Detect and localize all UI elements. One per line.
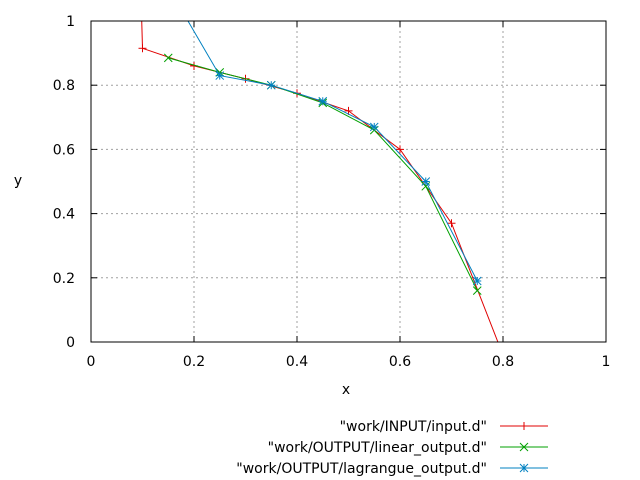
plot-border [90, 20, 607, 343]
series-2-point [472, 286, 482, 295]
x-tick-label: 0.8 [492, 354, 514, 370]
plot-area [138, 21, 499, 342]
legend-swatch-marker [520, 422, 528, 430]
series-3-point [472, 276, 482, 286]
y-tick-label: 0.8 [53, 78, 75, 94]
y-tick-label: 1 [66, 14, 75, 30]
legend-entry-label: "work/OUTPUT/lagrangue_output.d" [236, 461, 487, 477]
series-3-point [215, 71, 225, 80]
series-3-point [421, 177, 431, 186]
x-tick-label: 0.2 [183, 354, 205, 370]
series-2-point [163, 53, 173, 63]
x-tick-label: 0.4 [286, 354, 308, 370]
series-line-2 [168, 57, 478, 291]
legend-entry-label: "work/INPUT/input.d" [340, 419, 487, 435]
series-1-point [396, 145, 404, 154]
legend: "work/INPUT/input.d" "work/OUTPUT/linear_… [236, 419, 548, 477]
tick-labels: 0 0.2 0.4 0.6 0.8 1 0 0.2 0.4 0.6 0.8 1 [53, 14, 611, 370]
x-tick-label: 0.6 [389, 354, 411, 370]
series-3-point [369, 122, 379, 132]
series-1-point [447, 219, 456, 228]
y-tick-label: 0 [66, 335, 75, 351]
y-tick-label: 0.2 [53, 271, 75, 287]
legend-swatch-marker [519, 463, 529, 473]
series-line-3 [187, 21, 478, 282]
y-tick-label: 0.4 [53, 207, 75, 223]
legend-swatch-marker [519, 442, 529, 452]
series-3-point [318, 96, 328, 106]
x-tick-label: 1 [602, 354, 611, 370]
x-axis-label: x [342, 382, 350, 398]
y-tick-label: 0.6 [53, 142, 75, 158]
x-tick-label: 0 [87, 354, 96, 370]
legend-entry-label: "work/OUTPUT/linear_output.d" [268, 440, 487, 456]
series-3-point [266, 80, 276, 90]
series-1-point [138, 44, 147, 53]
grid [91, 21, 606, 342]
y-axis-label: y [14, 173, 22, 189]
